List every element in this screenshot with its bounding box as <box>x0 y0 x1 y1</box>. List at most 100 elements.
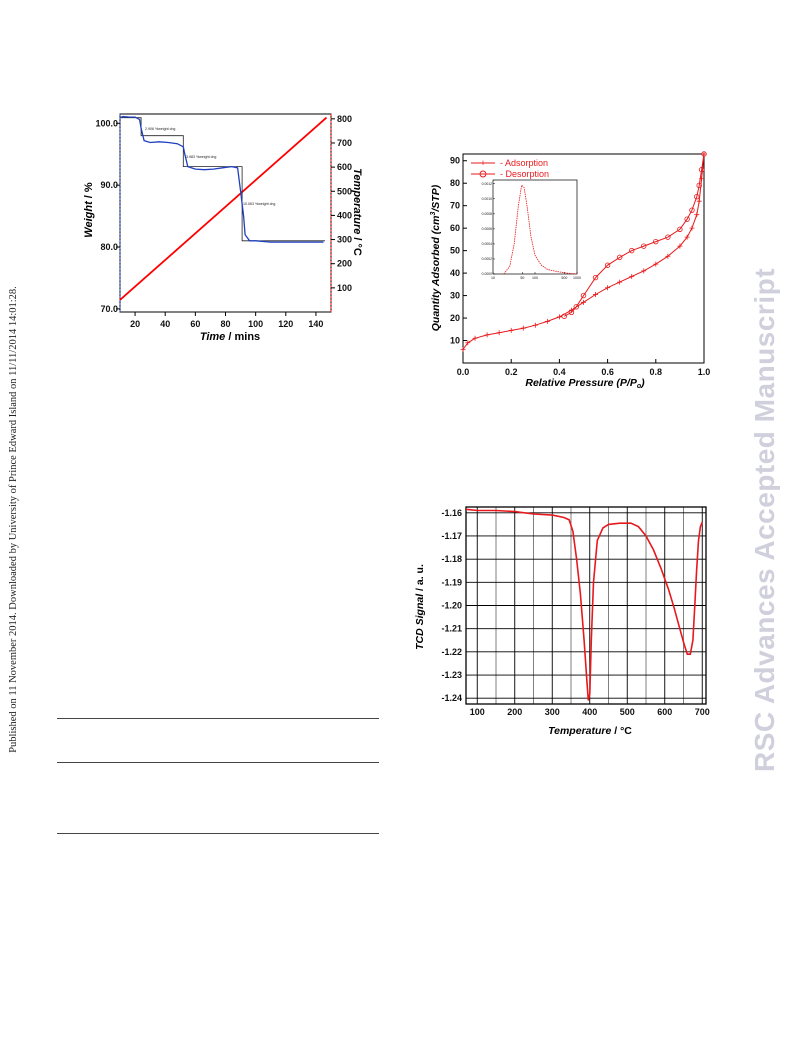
inset-y-tick-label: 0.0004 <box>482 242 492 246</box>
tga-annotation-1: 2.906 %weight chg <box>145 127 175 131</box>
isotherm-x-tick-label: 0.2 <box>505 367 518 377</box>
tpr-plot-frame <box>465 506 707 705</box>
publication-note-text: Published on 11 November 2014. Downloade… <box>7 286 19 753</box>
desorption-point <box>665 234 671 240</box>
desorption-point <box>580 292 587 299</box>
isotherm-legend: + - Adsorption - Desorption <box>471 158 549 179</box>
tga-annotation-2: 3.983 %weight chg <box>186 155 216 159</box>
inset-y-tick-label: 0.0000 <box>482 272 492 276</box>
adsorption-point <box>689 225 695 231</box>
tpr-x-tick-label: 100 <box>470 707 485 717</box>
tga-y2-tick-label: 200 <box>337 259 352 269</box>
tpr-x-tick-label: 600 <box>657 707 672 717</box>
adsorption-point <box>460 347 466 353</box>
desorption-point <box>616 254 623 261</box>
tpr-x-tick-label: 700 <box>695 707 710 717</box>
tga-y2-tick-label: 800 <box>337 114 352 124</box>
adsorption-point <box>629 273 635 279</box>
tga-x-axis-label: Time / mins <box>200 331 260 343</box>
desorption-point <box>696 182 702 189</box>
isotherm-chart: 0.0 0.2 0.4 0.6 0.8 1.0 10 20 30 40 50 60 70 80 90 + -… <box>430 151 710 390</box>
adsorption-point <box>605 285 611 291</box>
legend-desorption-marker <box>479 170 487 178</box>
table-rule-middle <box>57 762 379 763</box>
tpr-y-tick-label: -1.22 <box>441 647 462 657</box>
adsorption-point <box>653 261 659 267</box>
tga-y2-axis-label: Temperature / °C <box>351 168 363 256</box>
isotherm-y-tick-label: 60 <box>450 223 460 233</box>
inset-y-tick-label: 0.0008 <box>482 212 492 216</box>
tga-chart: 20 40 60 80 100 120 140 70.0 80.0 90.0 100.0 100 200… <box>83 113 363 343</box>
tga-x-tick-label: 60 <box>190 319 200 329</box>
tga-y-tick-label: 90.0 <box>100 180 118 190</box>
tga-x-tick-label: 20 <box>130 319 140 329</box>
inset-x-tick-label: 50 <box>520 276 524 280</box>
adsorption-point <box>465 340 471 346</box>
isotherm-x-tick-label: 0.6 <box>601 367 614 377</box>
adsorption-point <box>508 327 514 333</box>
tga-plot-frame <box>119 113 332 313</box>
tpr-x-tick-label: 400 <box>582 707 597 717</box>
tga-temperature-line <box>119 116 328 301</box>
table-rule-top <box>57 718 379 719</box>
isotherm-series-layer <box>460 151 707 353</box>
tga-y2-tick-label: 300 <box>337 235 352 245</box>
journal-watermark: RSC Advances Accepted Manuscript <box>740 0 790 1039</box>
tpr-series-layer <box>465 508 704 701</box>
desorption-line <box>563 153 705 317</box>
legend-adsorption-marker: + <box>480 158 485 168</box>
isotherm-y-tick-label: 20 <box>450 313 460 323</box>
adsorption-point <box>472 335 478 341</box>
tpr-x-tick-label: 500 <box>620 707 635 717</box>
adsorption-point <box>532 322 538 328</box>
legend-adsorption-label: - Adsorption <box>500 158 548 168</box>
tga-series-layer <box>119 115 328 301</box>
isotherm-y-tick-label: 90 <box>450 156 460 166</box>
inset-y-tick-label: 0.0006 <box>482 227 492 231</box>
desorption-point <box>592 274 599 281</box>
tpr-y-tick-label: -1.16 <box>441 508 462 518</box>
adsorption-point <box>581 299 586 305</box>
tpr-y-tick-label: -1.23 <box>441 670 462 680</box>
isotherm-y-axis-label: Quantity Adsorbed (cm3/STP) <box>430 184 442 331</box>
tpr-x-tick-label: 200 <box>507 707 522 717</box>
isotherm-x-axis-label: Relative Pressure (P/Po) <box>525 377 645 390</box>
desorption-point <box>677 226 683 232</box>
desorption-point <box>573 304 579 310</box>
tga-y2-tick-label: 600 <box>337 162 352 172</box>
tga-x-tick-label: 80 <box>220 319 230 329</box>
isotherm-x-tick-label: 0.0 <box>457 367 470 377</box>
inset-frame <box>492 179 578 275</box>
tpr-x-axis-label: Temperature / °C <box>548 725 632 737</box>
adsorption-point <box>641 268 647 274</box>
desorption-point <box>568 309 575 316</box>
adsorption-point <box>556 314 562 320</box>
desorption-point <box>689 207 695 213</box>
tga-step-line <box>120 117 325 242</box>
tga-x-tick-label: 100 <box>248 319 263 329</box>
adsorption-point <box>484 332 490 338</box>
tpr-y-tick-label: -1.18 <box>441 554 462 564</box>
tga-y2-tick-label: 400 <box>337 210 352 220</box>
isotherm-y-tick-label: 10 <box>450 336 460 346</box>
pore-distribution-inset: 10 50 100 500 1000 0.0000 0.0002 0.0004 0.0006 0.… <box>482 179 581 280</box>
tga-weight-line <box>119 115 324 243</box>
tpr-y-tick-label: -1.19 <box>441 577 462 587</box>
inset-y-tick-label: 0.0002 <box>482 257 492 261</box>
inset-y-tick-label: 0.0012 <box>482 182 492 186</box>
tpr-y-tick-label: -1.24 <box>441 693 462 703</box>
tpr-y-tick-label: -1.17 <box>441 531 462 541</box>
journal-watermark-text: RSC Advances Accepted Manuscript <box>749 267 780 772</box>
inset-distribution-line <box>503 184 578 275</box>
isotherm-ticks-layer: 0.0 0.2 0.4 0.6 0.8 1.0 10 20 30 40 50 60 70 80 90 <box>450 156 710 377</box>
desorption-point <box>698 167 705 173</box>
isotherm-y-tick-label: 70 <box>450 201 460 211</box>
inset-x-tick-label: 500 <box>561 276 567 280</box>
adsorption-point <box>593 291 599 297</box>
tga-x-tick-label: 140 <box>308 319 323 329</box>
tga-y-tick-label: 100.0 <box>95 118 118 128</box>
legend-desorption-label: - Desorption <box>500 169 549 179</box>
tga-annotation-3: 10.063 %weight chg <box>243 202 275 206</box>
adsorption-point <box>665 253 671 259</box>
isotherm-x-tick-label: 0.8 <box>650 367 663 377</box>
